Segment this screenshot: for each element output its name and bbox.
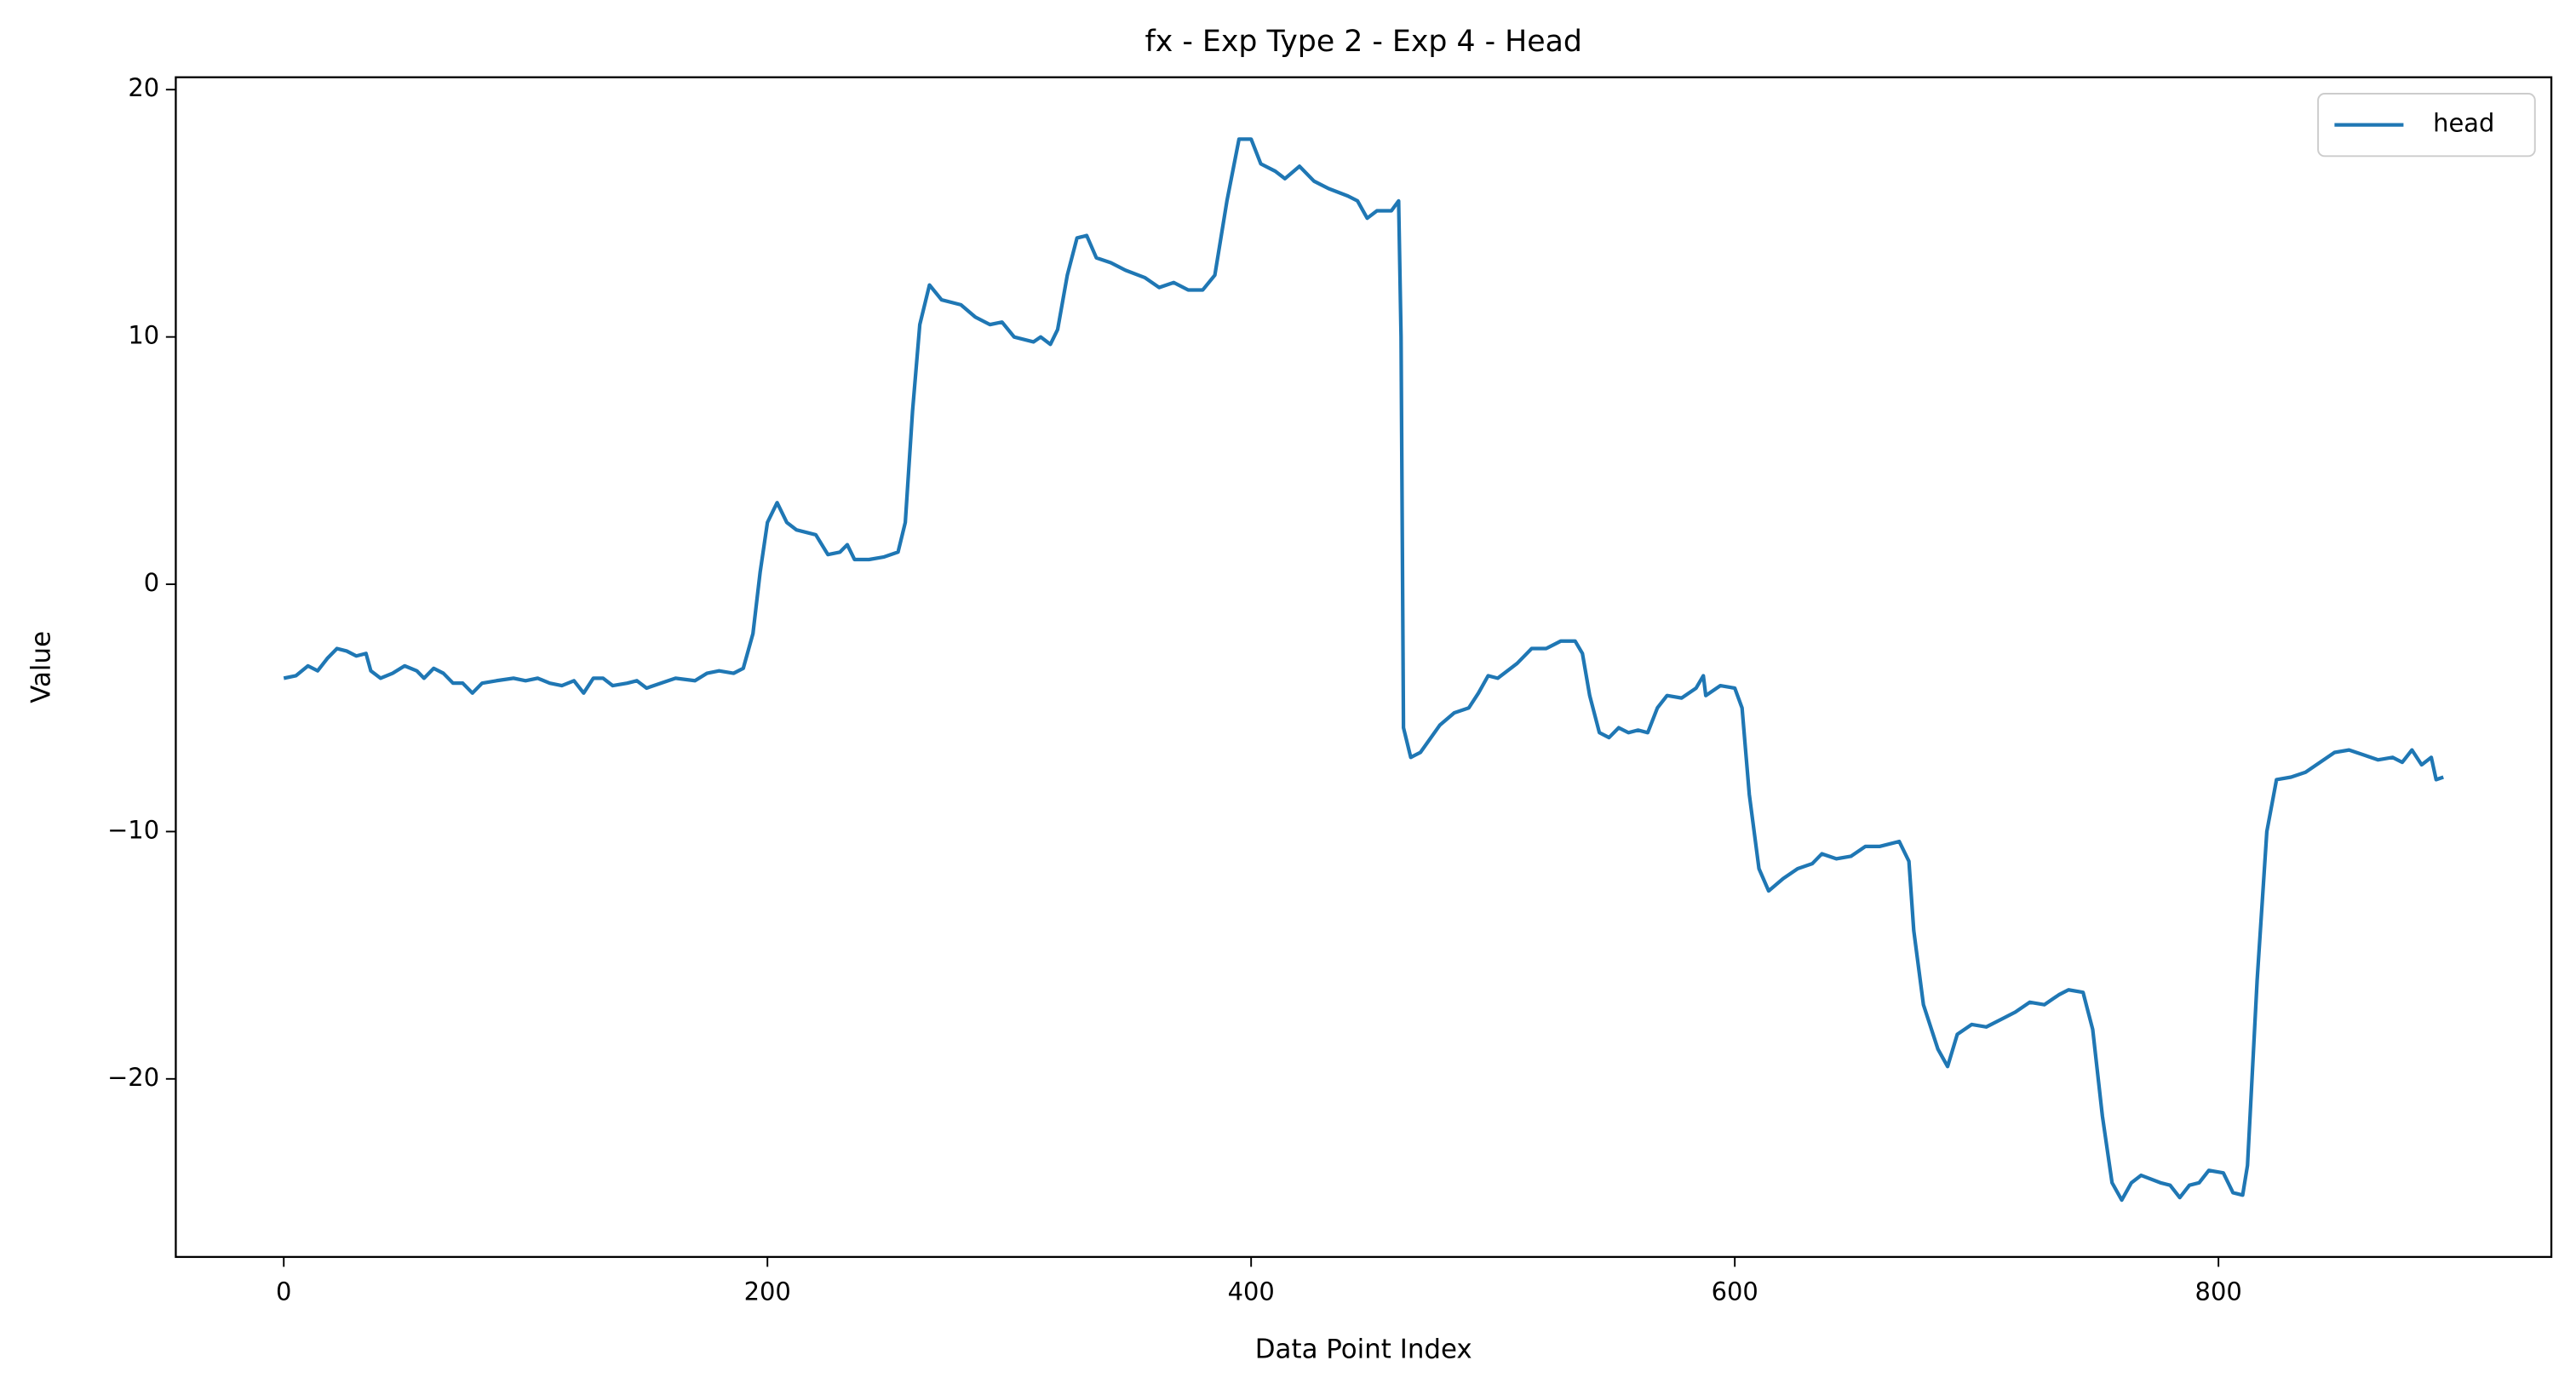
- chart-title: fx - Exp Type 2 - Exp 4 - Head: [1145, 25, 1582, 59]
- x-axis-label: Data Point Index: [1255, 1334, 1472, 1364]
- line: [283, 137, 2444, 1203]
- legend-box: [2317, 93, 2536, 158]
- y-tick-label: −10: [107, 815, 159, 844]
- x-tick-label: 800: [2195, 1277, 2242, 1306]
- y-tick-label: −20: [107, 1063, 159, 1092]
- plot-frame: [175, 76, 2553, 1259]
- x-tick-label: 400: [1228, 1277, 1275, 1306]
- y-tick-label: 20: [128, 73, 159, 102]
- y-axis-label: Value: [26, 631, 57, 703]
- legend-label: head: [2433, 109, 2494, 138]
- x-tick-label: 0: [276, 1277, 291, 1306]
- y-tick-label: 10: [128, 321, 159, 350]
- x-tick-label: 600: [1712, 1277, 1758, 1306]
- y-tick-label: 0: [144, 568, 159, 597]
- x-tick-label: 200: [744, 1277, 791, 1306]
